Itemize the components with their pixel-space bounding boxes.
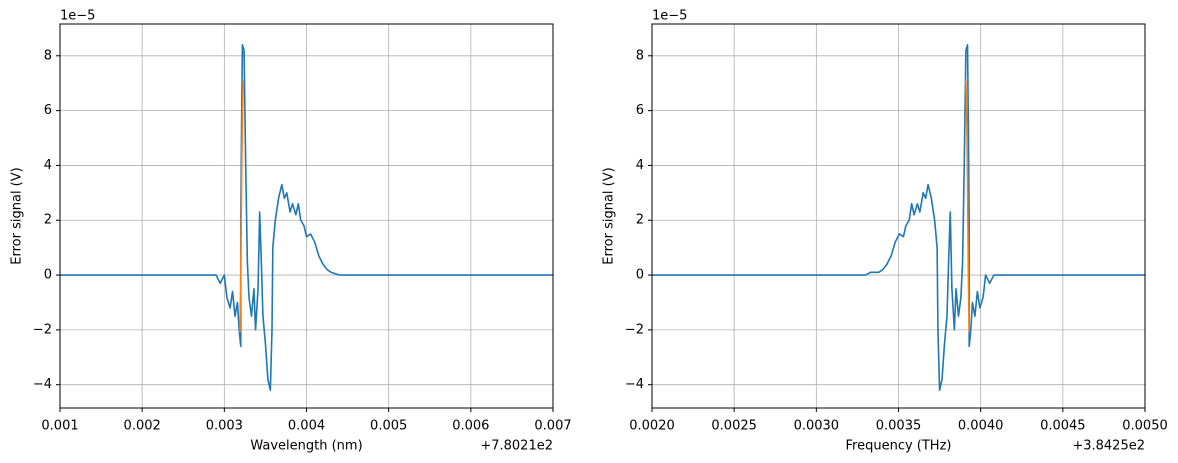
- x-tick-label: 0.007: [534, 419, 571, 434]
- x-tick-label: 0.0040: [958, 419, 1004, 434]
- x-offset-text: +7.8021e2: [480, 439, 553, 454]
- axes-frame: [651, 23, 1146, 409]
- x-offset-text: +3.8425e2: [1072, 439, 1145, 454]
- data-line: [652, 44, 1145, 391]
- x-tick-label: 0.006: [452, 419, 489, 434]
- x-tick-label: 0.0050: [1122, 419, 1168, 434]
- x-tick-label: 0.0030: [794, 419, 840, 434]
- x-tick-label: 0.003: [206, 419, 243, 434]
- y-axis-label: Error signal (V): [602, 167, 617, 264]
- x-tick-label: 0.005: [370, 419, 407, 434]
- y-tick-label: −4: [33, 377, 52, 392]
- y-offset-text: 1e−5: [652, 9, 687, 24]
- x-tick-label: 0.001: [41, 419, 78, 434]
- y-tick-label: 4: [636, 158, 644, 173]
- y-tick-label: −2: [625, 322, 644, 337]
- y-axis-label: Error signal (V): [10, 167, 25, 264]
- data-line: [239, 80, 245, 333]
- y-offset-text: 1e−5: [60, 9, 95, 24]
- y-tick-label: −4: [625, 377, 644, 392]
- y-tick-label: 2: [44, 213, 52, 228]
- y-tick-label: 8: [44, 48, 52, 63]
- data-line: [965, 80, 970, 333]
- y-tick-label: 0: [44, 268, 52, 283]
- x-tick-label: 0.004: [288, 419, 325, 434]
- y-tick-label: 2: [636, 213, 644, 228]
- x-tick-label: 0.0025: [711, 419, 757, 434]
- y-tick-label: 4: [44, 158, 52, 173]
- x-tick-label: 0.0045: [1040, 419, 1086, 434]
- x-tick-label: 0.0035: [876, 419, 922, 434]
- x-axis-label: Frequency (THz): [846, 439, 952, 454]
- x-tick-label: 0.0020: [629, 419, 675, 434]
- y-tick-label: 6: [636, 103, 644, 118]
- y-tick-label: −2: [33, 322, 52, 337]
- x-axis-label: Wavelength (nm): [250, 439, 362, 454]
- y-tick-label: 8: [636, 48, 644, 63]
- axes-frame: [59, 23, 554, 409]
- x-tick-label: 0.002: [124, 419, 161, 434]
- y-tick-label: 0: [636, 268, 644, 283]
- y-tick-label: 6: [44, 103, 52, 118]
- data-line: [60, 44, 553, 391]
